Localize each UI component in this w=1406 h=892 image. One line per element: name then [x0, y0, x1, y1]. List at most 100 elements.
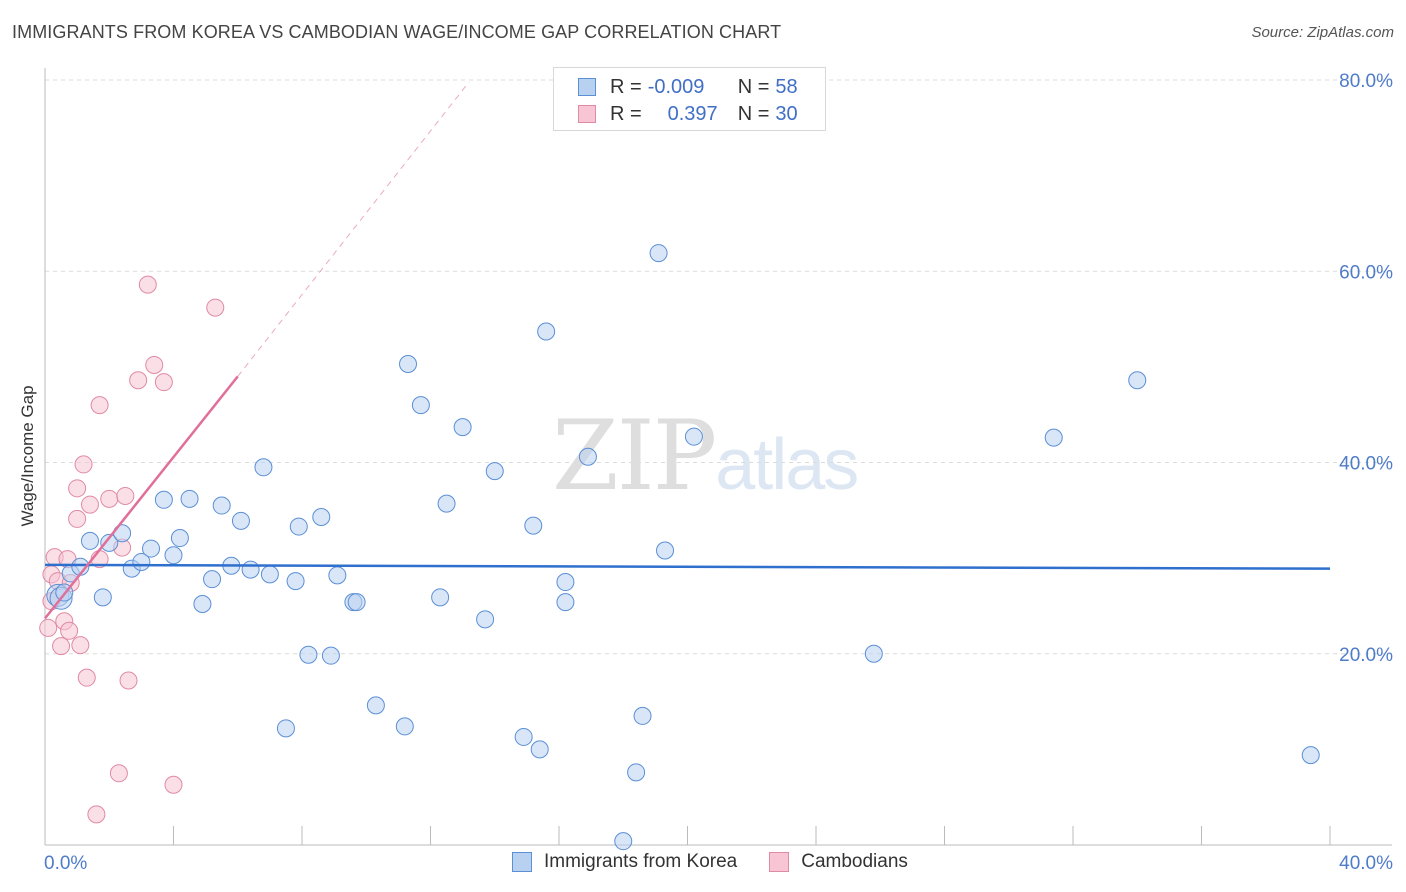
cambodia-point-12: [74, 455, 93, 474]
cambodia-point-14: [80, 495, 99, 514]
korea-point-40: [476, 610, 495, 629]
korea-point-56: [1044, 428, 1063, 447]
cambodia-point-27: [164, 775, 183, 794]
korea-point-30: [328, 566, 347, 585]
korea-point-42: [514, 727, 533, 746]
cambodia-n-value: 30: [775, 102, 798, 125]
cambodia-point-19: [109, 764, 128, 783]
korea-point-24: [276, 719, 295, 738]
korea-point-48: [578, 447, 597, 466]
cambodia-point-26: [154, 373, 173, 392]
korea-point-43: [524, 516, 543, 535]
korea-point-49: [614, 832, 633, 851]
korea-point-12: [154, 490, 173, 509]
korea-point-13: [164, 546, 183, 565]
cambodia-legend-swatch: [769, 852, 790, 872]
korea-point-26: [289, 517, 308, 536]
series-legend: Immigrants from Korea Cambodians: [512, 851, 940, 873]
cambodia-r-label: R =: [610, 102, 642, 125]
korea-point-21: [241, 560, 260, 579]
korea-point-16: [193, 595, 212, 614]
korea-point-38: [437, 494, 456, 513]
korea-point-37: [431, 588, 450, 607]
legend-item-korea[interactable]: Immigrants from Korea: [512, 851, 737, 873]
korea-legend-swatch: [512, 852, 532, 872]
korea-point-20: [231, 511, 250, 530]
watermark-atlas: atlas: [715, 425, 859, 505]
korea-point-55: [864, 644, 883, 663]
korea-point-53: [656, 541, 675, 560]
korea-point-15: [180, 489, 199, 508]
y-tick-label-1: 40.0%: [1339, 454, 1393, 475]
korea-r-label: R =: [610, 75, 642, 98]
korea-point-14: [170, 529, 189, 548]
korea-point-54: [684, 427, 703, 446]
trend-lines: [44, 81, 1331, 620]
korea-point-11: [142, 539, 161, 558]
korea-point-5: [80, 531, 99, 550]
cambodia-legend-label: Cambodians: [801, 851, 908, 872]
korea-trend-line: [44, 563, 1331, 570]
korea-point-17: [203, 570, 222, 589]
korea-point-7: [100, 533, 119, 552]
chart-title: IMMIGRANTS FROM KOREA VS CAMBODIAN WAGE/…: [12, 22, 782, 42]
korea-point-51: [633, 706, 652, 725]
cambodia-point-0: [39, 618, 58, 637]
korea-point-35: [399, 355, 418, 374]
korea-point-36: [411, 396, 430, 415]
korea-point-57: [1128, 371, 1147, 390]
cambodia-point-10: [68, 479, 87, 498]
cambodia-point-4: [52, 637, 71, 656]
korea-point-46: [556, 573, 575, 592]
legend-row-korea: R = -0.009 N = 58: [578, 74, 798, 100]
legend-row-cambodia: R = 0.397 N = 30: [578, 101, 798, 127]
legend-item-cambodia[interactable]: Cambodians: [769, 851, 908, 873]
cambodia-point-9: [68, 509, 87, 528]
korea-r-value: -0.009: [647, 75, 705, 98]
y-tick-label-3: 80.0%: [1339, 71, 1393, 92]
korea-point-29: [321, 646, 340, 665]
cambodia-points: [39, 275, 225, 824]
x-tick-label-1: 40.0%: [1339, 853, 1393, 874]
korea-n-label: N =: [737, 75, 770, 98]
cambodia-point-25: [145, 355, 164, 374]
cambodia-swatch: [578, 105, 596, 123]
correlation-legend: R = -0.009 N = 58 R = 0.397 N = 30: [553, 67, 826, 131]
cambodia-point-22: [119, 671, 138, 690]
cambodia-point-18: [100, 489, 119, 508]
x-tick-label-0: 0.0%: [44, 853, 87, 874]
cambodia-trend-extension: [237, 81, 470, 377]
korea-point-39: [453, 418, 472, 437]
tick-labels: 20.0% 40.0% 60.0% 80.0% 0.0% 40.0%: [44, 71, 1393, 874]
korea-point-22: [254, 458, 273, 477]
cambodia-point-28: [206, 298, 225, 317]
korea-point-47: [556, 593, 575, 612]
y-tick-label-2: 60.0%: [1339, 262, 1393, 283]
cambodia-point-21: [116, 486, 135, 505]
cambodia-point-23: [129, 371, 148, 390]
korea-point-28: [312, 508, 331, 527]
cambodia-point-16: [90, 396, 109, 415]
korea-point-45: [537, 322, 556, 341]
korea-point-6: [93, 588, 112, 607]
korea-point-25: [286, 572, 305, 591]
korea-point-27: [299, 645, 318, 664]
korea-point-44: [530, 740, 549, 759]
cambodia-point-7: [60, 621, 79, 640]
axes: [44, 68, 1392, 846]
korea-n-value: 58: [775, 75, 798, 98]
cambodia-point-15: [87, 805, 106, 824]
korea-point-32: [347, 593, 366, 612]
cambodia-point-24: [138, 275, 157, 294]
cambodia-point-11: [71, 636, 90, 655]
cambodia-r-value: 0.397: [667, 102, 718, 125]
cambodia-trend-line: [44, 375, 239, 620]
korea-point-52: [649, 244, 668, 263]
korea-legend-label: Immigrants from Korea: [544, 851, 738, 872]
cambodia-n-label: N =: [737, 102, 770, 125]
source-label: Source: ZipAtlas.com: [1251, 24, 1394, 41]
korea-point-50: [627, 763, 646, 782]
korea-point-33: [366, 696, 385, 715]
korea-points: [46, 244, 1320, 851]
